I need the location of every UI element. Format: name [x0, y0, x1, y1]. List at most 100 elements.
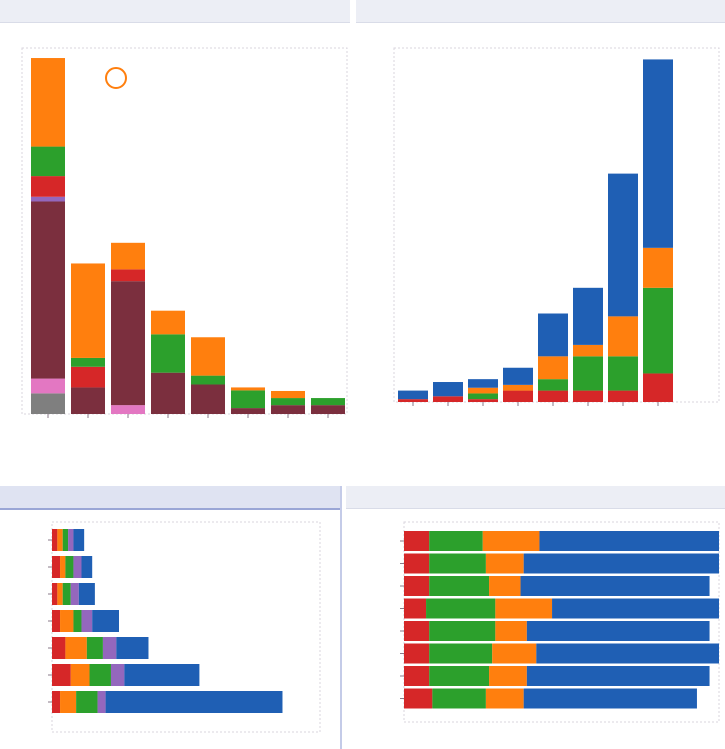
bar-segment-green [231, 390, 265, 409]
bar-segment-orange [60, 691, 77, 713]
bar-segment-maroon [231, 408, 265, 414]
bar-segment-maroon [31, 201, 65, 379]
bar-segment-orange [60, 610, 74, 632]
bar-segment-pink [31, 378, 65, 394]
bar-segment-orange [231, 387, 265, 391]
bar-segment-green [73, 610, 82, 632]
bar-segment-green [89, 664, 111, 686]
bar-segment-blue [78, 583, 95, 605]
panel-header [0, 0, 350, 23]
bar-segment-green [151, 334, 185, 373]
bar-segment-green [426, 598, 496, 619]
bar-segment-blue [73, 529, 85, 551]
stacked-bar-chart-1 [21, 47, 348, 418]
bar-segment-green [191, 375, 225, 385]
bar-segment-blue [124, 664, 200, 686]
bar-segment-maroon [271, 405, 305, 414]
bar-segment-blue [116, 637, 149, 659]
bar-segment-green [643, 287, 673, 374]
bar-segment-red [404, 531, 430, 551]
bar-segment-red [404, 553, 430, 574]
bar-segment-orange [643, 247, 673, 288]
bar-segment-green [608, 356, 638, 391]
bar-segment-blue [503, 367, 533, 385]
chart-panel-bottom-left [0, 486, 342, 749]
bar-segment-blue [92, 610, 119, 632]
bar-segment-orange [57, 583, 63, 605]
bar-segment-green [538, 379, 568, 391]
bar-segment-red [71, 366, 105, 388]
bar-segment-orange [271, 390, 305, 399]
horizontal-stacked-bar-chart-2 [400, 521, 720, 723]
bar-segment-red [31, 176, 65, 197]
bar-segment-red [404, 688, 433, 709]
bar-segment-purple [81, 610, 93, 632]
bar-segment-orange [495, 621, 527, 641]
bar-segment-orange [503, 384, 533, 391]
bar-segment-red [404, 621, 430, 641]
bar-segment-green [429, 576, 490, 596]
bar-segment-blue [608, 173, 638, 317]
bar-segment-red [52, 610, 61, 632]
bar-segment-purple [73, 556, 82, 578]
bar-segment-red [404, 598, 427, 619]
bar-segment-blue [538, 313, 568, 357]
bar-segment-green [311, 398, 345, 406]
bar-segment-red [404, 576, 430, 596]
bar-segment-red [52, 691, 61, 713]
bar-segment-orange [468, 387, 498, 394]
horizontal-stacked-bar-chart-1 [48, 521, 321, 733]
bar-segment-green [76, 691, 98, 713]
chart-panel-top-right [356, 0, 725, 480]
bar-segment-orange [70, 664, 90, 686]
bar-segment-green [271, 398, 305, 406]
panel-header [0, 486, 340, 510]
bar-segment-orange [57, 529, 63, 551]
bar-segment-red [398, 399, 428, 402]
bar-segment-green [65, 556, 74, 578]
bar-segment-purple [97, 691, 106, 713]
bar-segment-red [52, 556, 61, 578]
bar-segment-blue [552, 598, 719, 619]
bar-segment-red [52, 583, 58, 605]
bar-segment-red [404, 666, 430, 686]
bar-segment-green [86, 637, 103, 659]
bar-segment-blue [643, 59, 673, 248]
bar-segment-orange [31, 58, 65, 147]
bar-segment-maroon [71, 387, 105, 414]
bar-segment-purple [110, 664, 125, 686]
panel-header [346, 486, 725, 509]
bar-segment-orange [111, 242, 145, 270]
bar-segment-purple [102, 637, 117, 659]
bar-segment-green [432, 688, 486, 709]
bar-segment-blue [523, 553, 719, 574]
bar-segment-green [573, 356, 603, 391]
bar-segment-red [573, 390, 603, 402]
chart-panel-bottom-right [346, 486, 725, 749]
bar-segment-orange [485, 688, 524, 709]
bar-segment-purple [31, 196, 65, 202]
bar-segment-green [468, 393, 498, 400]
bar-segment-orange [191, 337, 225, 376]
bar-segment-red [643, 373, 673, 402]
bar-segment-blue [468, 379, 498, 388]
plot-frame [51, 521, 321, 733]
bar-segment-green [429, 531, 483, 551]
bar-segment-maroon [111, 281, 145, 406]
bar-segment-green [429, 553, 486, 574]
legend-swatch [105, 67, 127, 89]
bar-segment-red [468, 399, 498, 402]
bar-segment-orange [485, 553, 524, 574]
bar-segment-blue [573, 287, 603, 345]
bar-segment-orange [489, 576, 521, 596]
bar-segment-pink [111, 405, 145, 414]
bar-segment-orange [492, 643, 537, 664]
bar-segment-red [52, 529, 58, 551]
bar-segment-maroon [191, 384, 225, 414]
bar-segment-blue [520, 576, 710, 596]
bar-segment-blue [523, 688, 697, 709]
bar-segment-orange [482, 531, 540, 551]
bar-segment-maroon [151, 372, 185, 414]
bar-segment-orange [573, 344, 603, 357]
bar-segment-orange [60, 556, 66, 578]
